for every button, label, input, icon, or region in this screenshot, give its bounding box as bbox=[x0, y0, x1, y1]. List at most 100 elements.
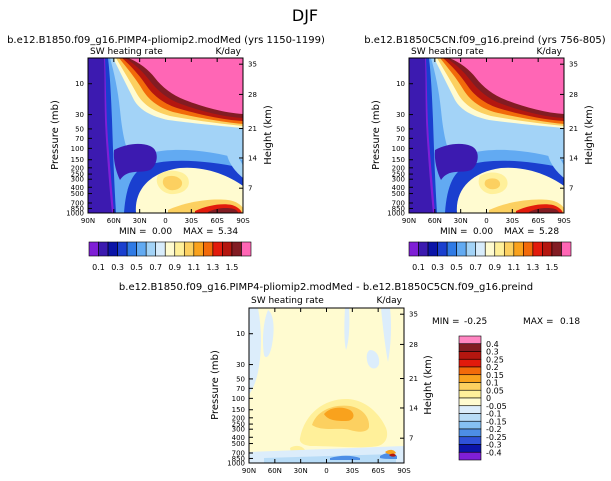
colorbar-label: 0.5 bbox=[130, 263, 143, 272]
y-tick-label: 250 bbox=[71, 171, 84, 179]
colorbar-box bbox=[458, 374, 482, 383]
field-band bbox=[449, 58, 564, 114]
colorbar-box bbox=[437, 241, 448, 257]
colorbar-label: 0 bbox=[486, 394, 491, 403]
y-tick-label: 30 bbox=[75, 111, 84, 119]
panel-right-min-label: MIN = bbox=[440, 227, 468, 237]
height-tick-label: 21 bbox=[409, 375, 418, 383]
colorbar-box bbox=[126, 241, 137, 257]
colorbar-label: 0.05 bbox=[486, 386, 504, 395]
colorbar-box bbox=[155, 241, 166, 257]
colorbar-box bbox=[458, 335, 482, 345]
colorbar-box bbox=[513, 241, 524, 257]
y-tick-label: 100 bbox=[232, 395, 245, 403]
x-tick-label: 30S bbox=[346, 467, 360, 475]
panel-right-stats: MIN = 0.00 MAX = 5.28 bbox=[440, 227, 559, 237]
panel-left-field bbox=[88, 58, 243, 213]
y-tick-label: 50 bbox=[236, 375, 245, 383]
panel-difference: b.e12.B1850.f09_g16.PIMP4-pliomip2.modMe… bbox=[119, 282, 580, 475]
panel-left-max-label: MAX = bbox=[183, 227, 214, 237]
colorbar-label: 0.3 bbox=[431, 263, 444, 272]
colorbar-label: 0.5 bbox=[450, 263, 463, 272]
colorbar-label: 0.9 bbox=[168, 263, 181, 272]
colorbar-label: -0.05 bbox=[486, 402, 507, 411]
panel-left-ylabel-right: Height (km) bbox=[263, 105, 274, 165]
y-tick-label: 850 bbox=[71, 205, 84, 213]
y-tick-label: 400 bbox=[71, 184, 84, 192]
height-tick-label: 7 bbox=[409, 435, 413, 443]
panel-difference-min-label: MIN = bbox=[432, 317, 460, 327]
y-tick-label: 50 bbox=[396, 125, 405, 133]
field-band bbox=[88, 58, 112, 213]
panel-left-ticks: 90N 60N 30N 0 30S 60S 90S103050701001502002503… bbox=[66, 58, 257, 225]
field-band bbox=[208, 208, 238, 213]
x-tick-label: 90S bbox=[236, 217, 250, 225]
x-tick-label: 60N bbox=[107, 217, 121, 225]
x-tick-label: 0 bbox=[324, 467, 328, 475]
panel-right: b.e12.B1850C5CN.f09_g16.preind (yrs 756-… bbox=[364, 35, 606, 272]
colorbar-label: 1.5 bbox=[226, 263, 239, 272]
field-band bbox=[162, 175, 183, 191]
x-tick-label: 90N bbox=[81, 217, 95, 225]
colorbar-label: 0.9 bbox=[488, 263, 501, 272]
panel-right-title: b.e12.B1850C5CN.f09_g16.preind (yrs 756-… bbox=[364, 35, 606, 46]
panel-right-variable: SW heating rate bbox=[411, 47, 484, 57]
colorbar-box bbox=[458, 343, 482, 352]
colorbar-box bbox=[458, 389, 482, 399]
y-tick-label: 1000 bbox=[66, 210, 84, 218]
y-tick-label: 400 bbox=[232, 434, 245, 442]
colorbar-label: -0.25 bbox=[486, 433, 507, 442]
colorbar-box bbox=[458, 397, 482, 407]
y-tick-label: 700 bbox=[392, 199, 405, 207]
colorbar-label: 0.25 bbox=[486, 355, 504, 364]
colorbar-box bbox=[427, 241, 438, 257]
panel-difference-variable: SW heating rate bbox=[251, 296, 324, 306]
field-band bbox=[344, 308, 350, 350]
colorbar-box bbox=[458, 413, 482, 422]
colorbar-label: 0.3 bbox=[111, 263, 124, 272]
colorbar-box bbox=[456, 241, 467, 257]
colorbar-box bbox=[458, 405, 482, 414]
x-tick-label: 0 bbox=[163, 217, 167, 225]
colorbar-label: -0.4 bbox=[486, 448, 502, 457]
field-band bbox=[330, 455, 360, 460]
colorbar-box bbox=[212, 241, 223, 257]
y-tick-label: 300 bbox=[392, 176, 405, 184]
y-tick-label: 10 bbox=[236, 330, 245, 338]
colorbar-box bbox=[523, 241, 534, 257]
field-band bbox=[324, 407, 354, 421]
colorbar-box bbox=[475, 241, 486, 257]
y-tick-label: 850 bbox=[232, 455, 245, 463]
y-tick-label: 300 bbox=[232, 426, 245, 434]
x-tick-label: 60S bbox=[531, 217, 545, 225]
colorbar-box bbox=[458, 428, 482, 438]
panel-right-max-value: 5.28 bbox=[539, 227, 559, 237]
x-tick-label: 90N bbox=[242, 467, 256, 475]
colorbar-label: 0.7 bbox=[149, 263, 162, 272]
colorbar-box bbox=[458, 420, 482, 430]
colorbar-label: -0.2 bbox=[486, 425, 502, 434]
y-tick-label: 500 bbox=[71, 190, 84, 198]
y-tick-label: 700 bbox=[232, 449, 245, 457]
field-band bbox=[484, 178, 501, 190]
colorbar-box bbox=[203, 241, 214, 257]
y-tick-label: 10 bbox=[75, 80, 84, 88]
colorbar-box bbox=[551, 241, 562, 257]
colorbar-box bbox=[145, 241, 157, 257]
height-tick-label: 7 bbox=[569, 185, 573, 193]
panel-difference-units: K/day bbox=[377, 296, 403, 306]
y-tick-label: 150 bbox=[232, 406, 245, 414]
x-tick-label: 30N bbox=[454, 217, 468, 225]
colorbar-box bbox=[231, 241, 242, 257]
colorbar-box bbox=[465, 241, 477, 257]
page-title: DJF bbox=[292, 6, 318, 25]
y-tick-label: 70 bbox=[236, 385, 245, 393]
field-band bbox=[434, 143, 478, 180]
y-tick-label: 850 bbox=[392, 205, 405, 213]
colorbar-label: 1.5 bbox=[546, 263, 559, 272]
panel-right-colorbar: 0.1 0.3 0.5 0.7 0.9 1.1 1.3 1.5 bbox=[408, 241, 572, 272]
panel-left-min-label: MIN = bbox=[119, 227, 147, 237]
field-band bbox=[113, 143, 157, 180]
colorbar-box bbox=[164, 241, 176, 257]
y-tick-label: 200 bbox=[71, 164, 84, 172]
